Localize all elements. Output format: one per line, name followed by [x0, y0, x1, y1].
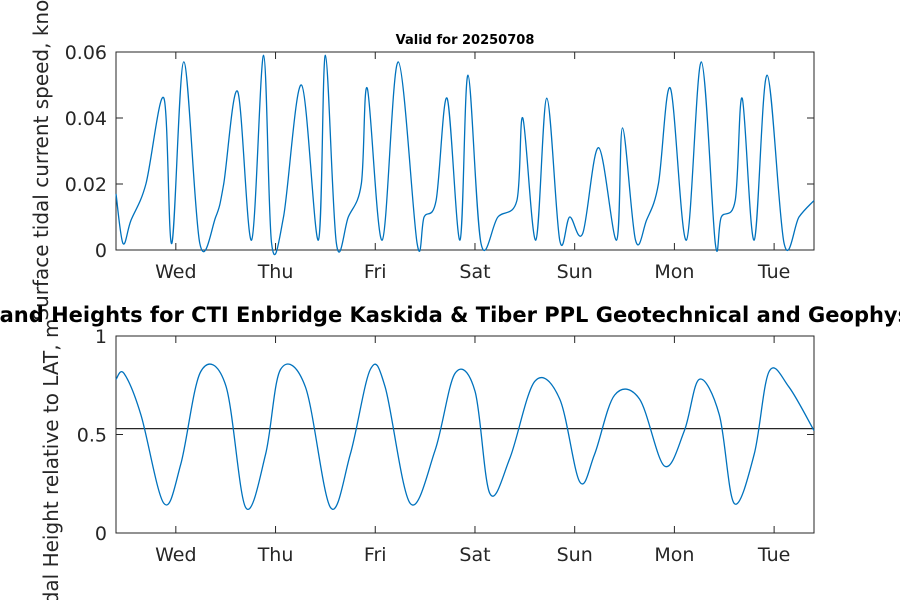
y-tick-label-top: 0.04 — [65, 108, 107, 130]
y-axis-label-bottom: Tidal Height relative to LAT, m — [39, 319, 63, 600]
current-speed-line — [115, 54, 815, 256]
x-tick-label-bottom: Wed — [155, 544, 196, 566]
x-tick-label-bottom: Sat — [459, 544, 490, 566]
axes-bottom: Wed Thu Fri Sat Sun Mon Tue 0 0.5 1 — [77, 326, 814, 566]
x-tick-label-bottom: Mon — [654, 544, 694, 566]
figure-title: Currents and Heights for CTI Enbridge Ka… — [0, 303, 900, 327]
x-tick-label-bottom: Sun — [557, 544, 593, 566]
x-tick-label-top: Thu — [257, 261, 294, 283]
plot-frame-bottom — [115, 335, 815, 534]
x-tick-label-top: Fri — [364, 261, 387, 283]
y-tick-label-top: 0 — [95, 240, 107, 262]
x-tick-label-top: Wed — [155, 261, 196, 283]
current-speed-chart: Valid for 20250708 Wed Thu Fri Sat Sun Mon Tue… — [29, 0, 815, 321]
tidal-height-line — [115, 363, 815, 511]
x-tick-label-bottom: Fri — [364, 544, 387, 566]
y-tick-label-bottom: 0 — [95, 523, 107, 545]
x-tick-label-bottom: Thu — [257, 544, 294, 566]
x-tick-label-top: Mon — [654, 261, 694, 283]
x-tick-label-top: Sun — [557, 261, 593, 283]
tidal-height-chart: Wed Thu Fri Sat Sun Mon Tue 0 0.5 1 Tidal Height … — [39, 319, 815, 600]
x-tick-label-bottom: Tue — [757, 544, 790, 566]
y-tick-label-bottom: 1 — [95, 326, 107, 348]
y-axis-label-top: Surface tidal current speed, knots — [29, 0, 53, 321]
axes-top: Wed Thu Fri Sat Sun Mon Tue 0 0.02 0.04 0.06 — [65, 42, 814, 283]
chart-title: Valid for 20250708 — [396, 33, 535, 48]
y-tick-label-bottom: 0.5 — [77, 425, 107, 447]
x-tick-label-top: Tue — [757, 261, 790, 283]
y-tick-label-top: 0.02 — [65, 174, 107, 196]
y-tick-label-top: 0.06 — [65, 42, 107, 64]
x-tick-label-top: Sat — [459, 261, 490, 283]
